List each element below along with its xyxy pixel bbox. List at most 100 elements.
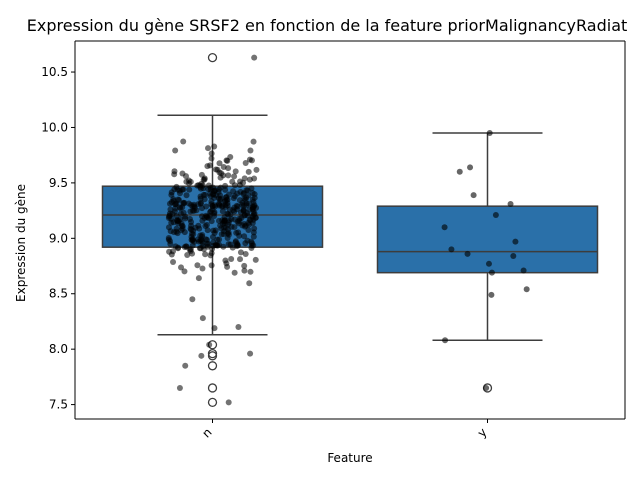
data-point <box>250 233 257 240</box>
data-point <box>218 231 225 238</box>
data-point <box>180 138 187 145</box>
plot-area <box>101 52 599 408</box>
data-point <box>488 291 495 298</box>
data-point <box>219 203 226 210</box>
data-point <box>488 269 495 276</box>
x-tick-label: n <box>199 425 214 440</box>
data-point <box>183 192 190 199</box>
data-point <box>206 341 213 348</box>
outlier-marker <box>207 52 218 63</box>
y-tick-label: 8.5 <box>49 287 68 301</box>
data-point <box>230 195 237 202</box>
data-point <box>199 205 206 212</box>
data-point <box>237 188 244 195</box>
data-point <box>241 195 248 202</box>
data-point <box>247 350 254 357</box>
y-tick-label: 9.5 <box>49 176 68 190</box>
data-point <box>251 175 258 182</box>
data-point <box>248 185 255 192</box>
data-point <box>198 352 205 359</box>
data-point <box>251 54 258 61</box>
data-point <box>456 168 463 175</box>
data-point <box>174 245 181 252</box>
data-point <box>170 219 177 226</box>
data-point <box>194 262 201 269</box>
data-point <box>186 215 193 222</box>
data-point <box>231 173 238 180</box>
x-axis-label: Feature <box>327 451 372 465</box>
chart-title: Expression du gène SRSF2 en fonction de … <box>27 16 628 35</box>
data-point <box>249 189 256 196</box>
data-point <box>234 240 241 247</box>
data-point <box>483 384 490 391</box>
data-point <box>246 280 253 287</box>
data-point <box>172 147 179 154</box>
data-point <box>523 286 530 293</box>
data-point <box>245 168 252 175</box>
data-point <box>464 250 471 257</box>
data-point <box>247 147 254 154</box>
data-point <box>185 177 192 184</box>
data-point <box>217 222 224 229</box>
data-point <box>217 184 224 191</box>
data-point <box>225 165 232 172</box>
data-point <box>180 209 187 216</box>
data-point <box>211 212 218 219</box>
data-point <box>241 267 248 274</box>
data-point <box>251 225 258 232</box>
data-point <box>231 224 238 231</box>
data-point <box>171 171 178 178</box>
data-point <box>196 225 203 232</box>
data-point <box>253 166 260 173</box>
data-point <box>470 192 477 199</box>
data-point <box>235 220 242 227</box>
data-point <box>240 179 247 186</box>
data-point <box>208 262 215 269</box>
data-point <box>485 260 492 267</box>
data-point <box>188 230 195 237</box>
data-point <box>235 229 242 236</box>
data-point <box>199 265 206 272</box>
data-point <box>167 206 174 213</box>
data-point <box>252 256 259 263</box>
data-point <box>210 227 217 234</box>
data-point <box>225 231 232 238</box>
data-point <box>191 238 198 245</box>
data-point <box>187 208 194 215</box>
data-point <box>202 223 209 230</box>
data-point <box>225 399 232 406</box>
data-point <box>202 251 209 258</box>
data-point <box>211 325 218 332</box>
data-point <box>176 384 183 391</box>
y-tick-label: 8.0 <box>49 342 68 356</box>
data-point <box>194 182 201 189</box>
data-point <box>187 246 194 253</box>
data-point <box>233 202 240 209</box>
data-point <box>448 246 455 253</box>
data-point <box>201 196 208 203</box>
data-point <box>241 233 248 240</box>
data-point <box>237 249 244 256</box>
data-point <box>226 217 233 224</box>
data-point <box>231 269 238 276</box>
data-point <box>173 225 180 232</box>
data-point <box>248 244 255 251</box>
data-point <box>189 296 196 303</box>
data-point <box>179 186 186 193</box>
data-point <box>184 252 191 259</box>
data-point <box>246 156 253 163</box>
data-point <box>173 212 180 219</box>
data-point <box>225 172 232 179</box>
data-point <box>223 260 230 267</box>
data-point <box>229 244 236 251</box>
data-point <box>195 275 202 282</box>
data-point <box>253 204 260 211</box>
data-point <box>165 224 172 231</box>
data-point <box>225 241 232 248</box>
data-point <box>172 201 179 208</box>
y-tick-label: 9.0 <box>49 231 68 245</box>
x-tick-label: y <box>475 425 490 440</box>
data-point <box>165 235 172 242</box>
data-point <box>231 182 238 189</box>
